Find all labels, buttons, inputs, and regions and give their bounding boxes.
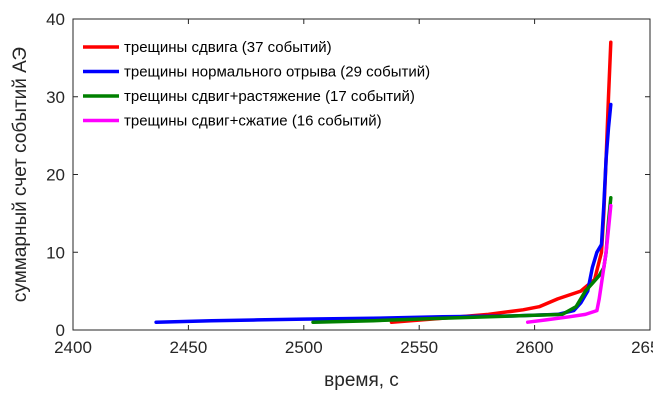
- y-tick-label: 20: [46, 166, 65, 185]
- series-layer: [154, 40, 613, 324]
- x-tick-label: 2450: [169, 338, 207, 357]
- legend-label-3: трещины сдвиг+растяжение (17 событий): [124, 88, 415, 105]
- x-tick-label: 2550: [400, 338, 438, 357]
- axes: 2400 2450 2500 2550 2600 2650 0 10 20 30 40: [46, 10, 653, 357]
- y-tick-label: 30: [46, 88, 65, 107]
- x-tick-label: 2500: [285, 338, 323, 357]
- legend-label-4: трещины сдвиг+сжатие (16 событий): [124, 113, 382, 130]
- y-axis-label: суммарный счет событий АЭ: [10, 47, 31, 302]
- legend-label-1: трещины сдвига (37 событий): [124, 39, 332, 56]
- series-line-4: [525, 203, 613, 324]
- y-tick-label: 40: [46, 10, 65, 29]
- y-tick-label: 10: [46, 243, 65, 262]
- plot-area: [73, 19, 650, 330]
- legend: трещины сдвига (37 событий) трещины норма…: [83, 39, 430, 130]
- x-tick-label: 2600: [516, 338, 554, 357]
- legend-label-2: трещины нормального отрыва (29 событий): [124, 64, 430, 81]
- y-tick-label: 0: [56, 321, 65, 340]
- x-tick-label: 2400: [54, 338, 92, 357]
- x-tick-label: 2650: [631, 338, 653, 357]
- x-axis-label: время, с: [324, 370, 399, 391]
